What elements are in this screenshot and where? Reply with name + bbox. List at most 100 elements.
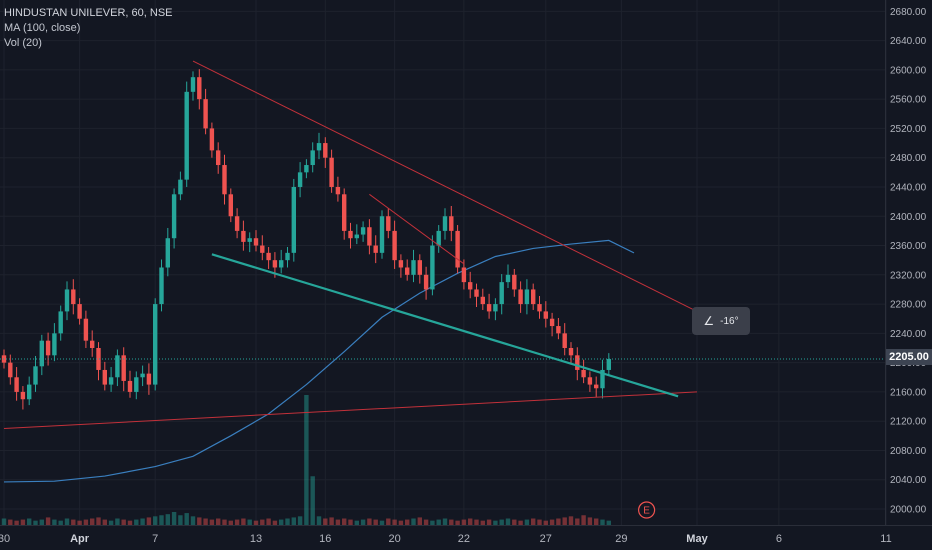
volume-bar: [14, 520, 19, 525]
trend-angle-tooltip[interactable]: ∠ -16°: [692, 307, 750, 335]
candle-body: [203, 99, 208, 129]
volume-bar: [373, 519, 378, 525]
volume-bar: [247, 519, 252, 525]
candle-body: [442, 216, 448, 231]
x-tick-label: 30: [0, 533, 10, 545]
volume-bar: [108, 520, 114, 525]
candle-body: [386, 216, 391, 231]
volume-bar: [581, 515, 586, 525]
candle-body: [531, 289, 536, 305]
candle-body: [279, 260, 284, 268]
candle-body: [524, 289, 530, 305]
candle-body: [455, 230, 460, 268]
candle-body: [64, 289, 70, 312]
volume-bar: [342, 518, 347, 525]
candle-body: [247, 238, 252, 242]
candle-body: [121, 355, 126, 381]
candle-body: [411, 260, 416, 275]
volume-bar: [436, 519, 441, 525]
x-tick-label: 29: [615, 533, 627, 545]
volume-bar: [600, 519, 605, 525]
volume-bar: [71, 519, 76, 525]
volume-bar: [329, 517, 334, 525]
candle-body: [600, 369, 605, 389]
candle-body: [373, 245, 378, 253]
candle-body: [241, 230, 246, 242]
candle-body: [367, 227, 372, 246]
candle-body: [581, 369, 586, 378]
volume-bar: [562, 517, 567, 525]
y-tick-label: 2160.00: [890, 387, 927, 398]
volume-bar: [272, 520, 278, 525]
volume-bar: [285, 518, 290, 525]
volume-bar: [115, 518, 120, 525]
y-tick-label: 2120.00: [890, 417, 927, 428]
candle-body: [115, 355, 120, 378]
candle-body: [562, 333, 567, 348]
current-price-tag: 2205.00: [886, 349, 932, 365]
y-tick-label: 2080.00: [890, 446, 927, 457]
volume-bar: [543, 520, 548, 525]
x-tick-label: May: [686, 533, 708, 545]
volume-bar: [568, 516, 574, 525]
volume-bar: [493, 520, 498, 525]
volume-bar: [39, 519, 44, 525]
y-tick-label: 2400.00: [890, 212, 927, 223]
volume-bar: [20, 519, 26, 525]
volume-bar: [430, 520, 435, 525]
ma-indicator-label[interactable]: MA (100, close): [4, 22, 81, 34]
candle-body: [329, 157, 334, 187]
candle-body: [209, 128, 215, 151]
current-price-value: 2205.00: [889, 351, 929, 363]
candle-body: [354, 234, 359, 239]
candle-body: [468, 282, 473, 290]
candle-body: [512, 274, 517, 290]
volume-bar: [505, 518, 511, 525]
volume-bar: [474, 519, 479, 525]
volume-bar: [335, 519, 341, 525]
candle-body: [222, 165, 227, 195]
volume-bar: [549, 519, 555, 525]
x-tick-label: 6: [776, 533, 782, 545]
trendline: [3, 391, 698, 430]
volume-bar: [587, 517, 593, 525]
candle-body: [499, 282, 504, 305]
volume-bar: [178, 515, 183, 525]
y-tick-label: 2520.00: [890, 124, 927, 135]
x-tick-label: 16: [319, 533, 331, 545]
volume-bar: [468, 518, 473, 525]
moving-average-line: [3, 239, 635, 483]
volume-indicator-label[interactable]: Vol (20): [4, 37, 42, 49]
volume-bar: [197, 517, 202, 525]
volume-bar: [316, 516, 322, 525]
candle-body: [568, 348, 574, 356]
volume-bar: [266, 518, 271, 525]
volume-bar: [461, 519, 467, 525]
x-tick-label: 20: [388, 533, 400, 545]
y-tick-label: 2680.00: [890, 7, 927, 18]
volume-bar: [310, 476, 315, 525]
volume-bar: [27, 518, 32, 525]
candle-body: [197, 77, 202, 100]
candle-body: [52, 333, 57, 356]
candle-body: [323, 143, 328, 158]
volume-bar: [348, 519, 353, 525]
volume-bar: [83, 519, 89, 525]
y-tick-label: 2440.00: [890, 182, 927, 193]
candle-body: [184, 91, 189, 180]
volume-bar: [77, 520, 82, 525]
volume-bar: [234, 519, 240, 525]
candle-body: [587, 377, 593, 385]
volume-bar: [159, 515, 164, 525]
candle-body: [228, 194, 233, 217]
x-tick-label: 27: [540, 533, 552, 545]
candle-body: [260, 245, 265, 253]
candle-body: [45, 340, 51, 356]
candle-body: [297, 172, 303, 187]
volume-bar: [52, 519, 57, 525]
volume-bar: [203, 518, 208, 525]
candle-body: [165, 238, 170, 268]
symbol-title[interactable]: HINDUSTAN UNILEVER, 60, NSE: [4, 7, 173, 19]
